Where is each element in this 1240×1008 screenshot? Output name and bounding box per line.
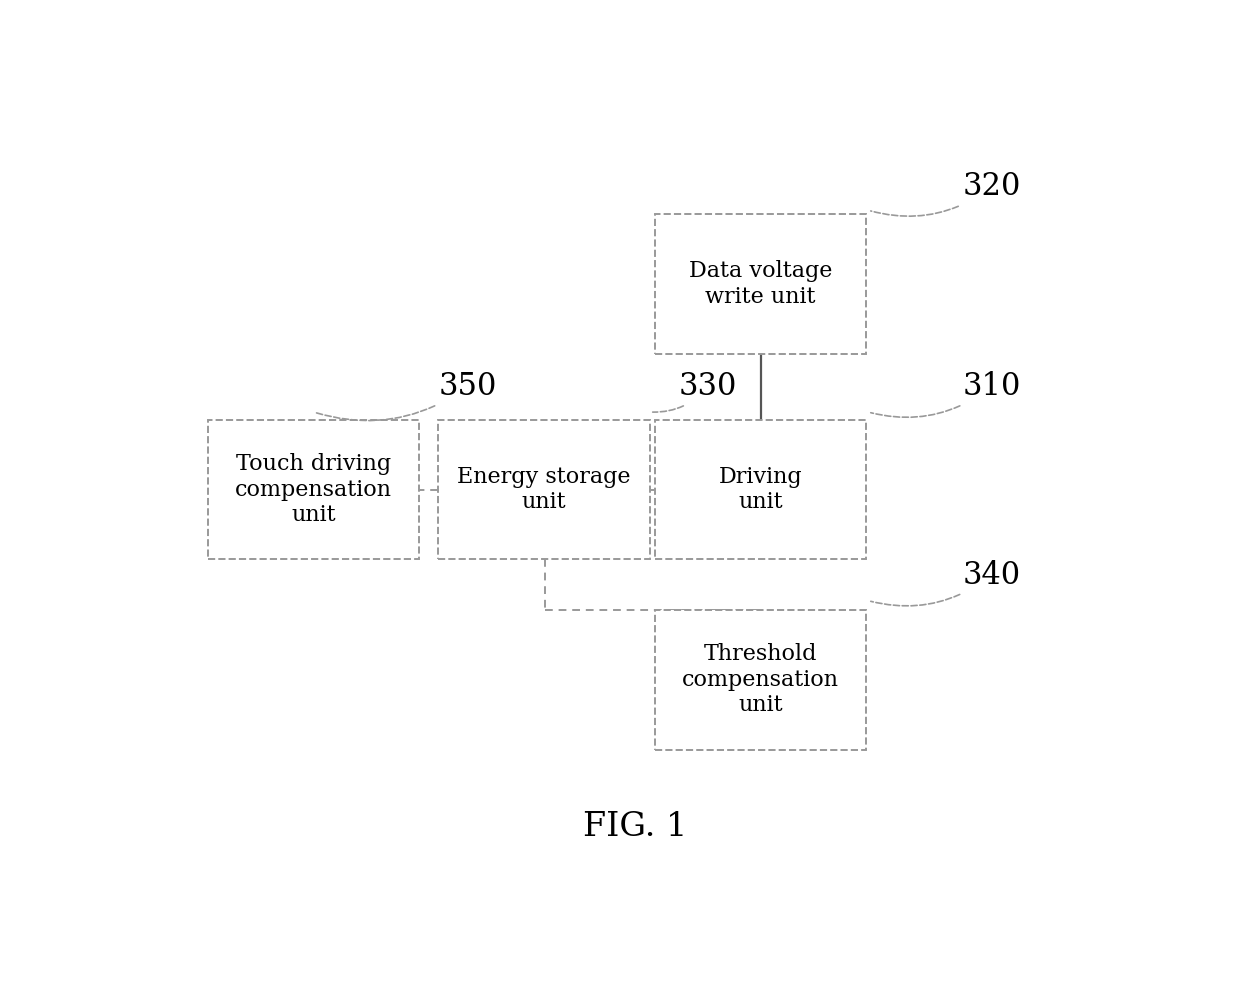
Text: Energy storage
unit: Energy storage unit	[458, 466, 631, 513]
Text: 320: 320	[870, 171, 1021, 216]
Text: 340: 340	[870, 559, 1021, 606]
FancyBboxPatch shape	[655, 610, 866, 750]
Text: Threshold
compensation
unit: Threshold compensation unit	[682, 643, 839, 717]
Text: FIG. 1: FIG. 1	[583, 811, 688, 844]
FancyBboxPatch shape	[208, 419, 419, 559]
Text: 310: 310	[870, 371, 1021, 417]
FancyBboxPatch shape	[655, 419, 866, 559]
FancyBboxPatch shape	[439, 419, 650, 559]
Text: 350: 350	[316, 371, 497, 420]
Text: 330: 330	[652, 371, 737, 412]
Text: Driving
unit: Driving unit	[719, 466, 802, 513]
FancyBboxPatch shape	[655, 214, 866, 354]
Text: Touch driving
compensation
unit: Touch driving compensation unit	[236, 454, 392, 526]
Text: Data voltage
write unit: Data voltage write unit	[688, 260, 832, 307]
